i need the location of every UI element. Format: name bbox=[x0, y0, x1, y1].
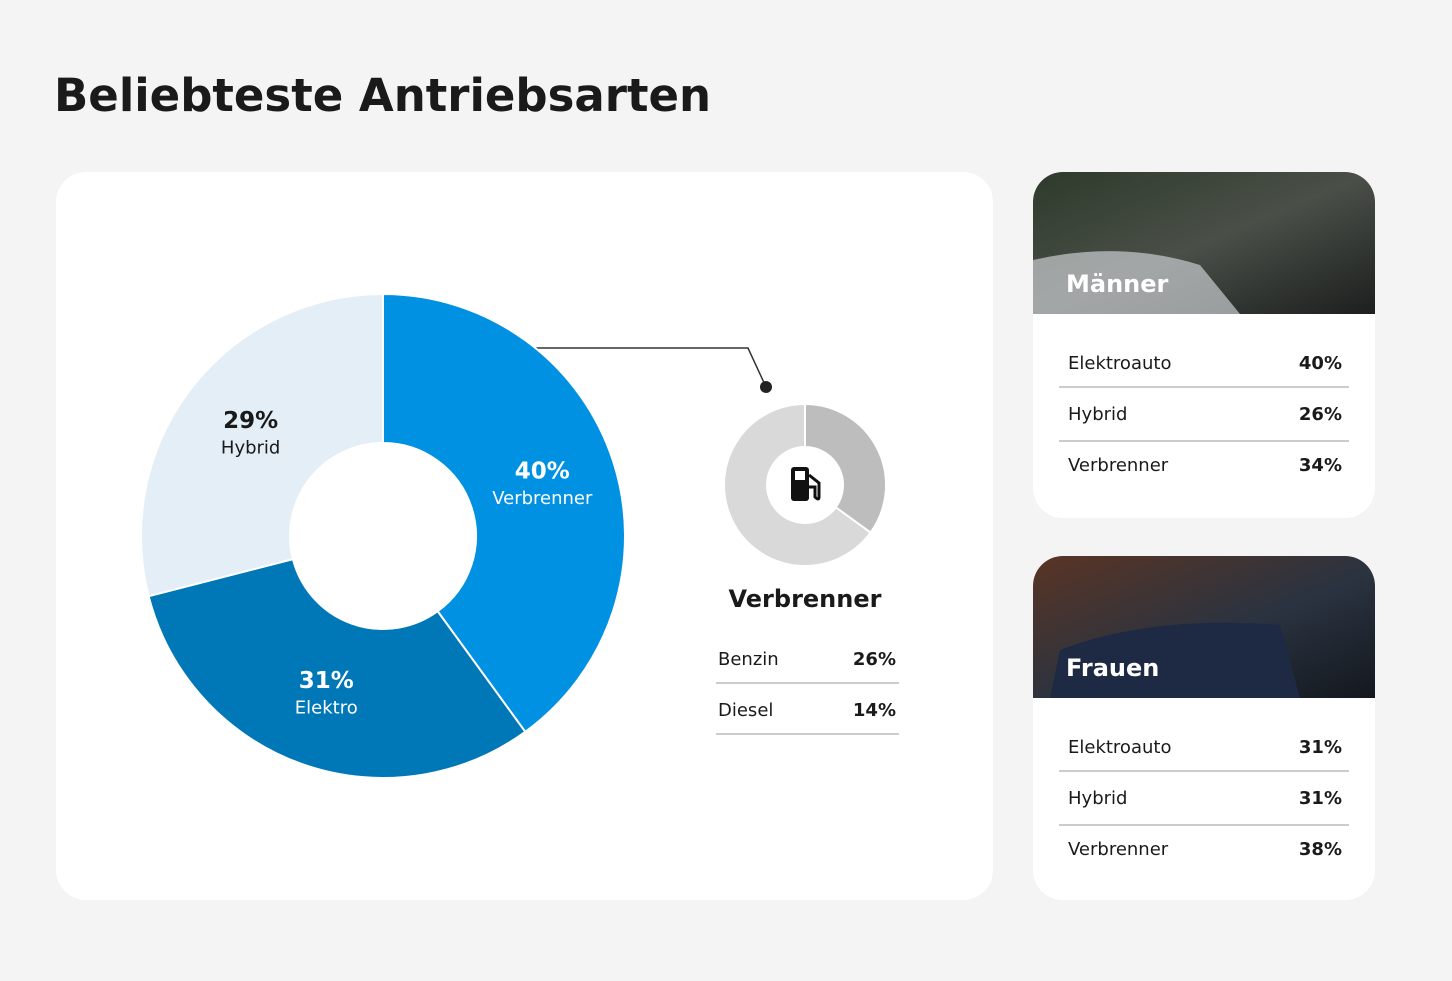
row-value: 31% bbox=[1299, 788, 1342, 809]
slice-category-label: Hybrid bbox=[221, 437, 280, 458]
fuel-icon bbox=[795, 471, 805, 480]
row-label: Elektroauto bbox=[1068, 353, 1171, 374]
table-label: Benzin bbox=[718, 649, 779, 670]
donut-slice bbox=[140, 292, 384, 598]
donut-slice bbox=[147, 557, 527, 779]
slice-category-label: Elektro bbox=[295, 698, 358, 719]
panel-title: Frauen bbox=[1066, 654, 1159, 682]
slice-value-label: 31% bbox=[299, 668, 354, 694]
slice-value-label: 40% bbox=[515, 459, 570, 485]
slice-category-label: Verbrenner bbox=[492, 488, 593, 509]
table-value: 26% bbox=[853, 649, 896, 670]
callout-dot bbox=[760, 381, 772, 393]
row-value: 34% bbox=[1299, 455, 1342, 476]
page-title: Beliebteste Antriebsarten bbox=[54, 69, 711, 122]
panel-title: Männer bbox=[1066, 270, 1169, 298]
table-label: Diesel bbox=[718, 700, 773, 721]
women-card bbox=[1033, 556, 1375, 900]
row-label: Verbrenner bbox=[1068, 839, 1169, 860]
photo-car bbox=[1033, 251, 1240, 314]
callout-line bbox=[451, 347, 767, 388]
row-value: 26% bbox=[1299, 404, 1342, 425]
donut-slice bbox=[382, 292, 626, 734]
men-card bbox=[1033, 172, 1375, 518]
row-value: 40% bbox=[1299, 353, 1342, 374]
row-label: Hybrid bbox=[1068, 404, 1127, 425]
photo-car bbox=[1050, 622, 1300, 698]
slice-value-label: 29% bbox=[223, 408, 278, 434]
row-label: Hybrid bbox=[1068, 788, 1127, 809]
row-value: 38% bbox=[1299, 839, 1342, 860]
row-label: Elektroauto bbox=[1068, 737, 1171, 758]
fuel-icon bbox=[808, 473, 821, 501]
row-value: 31% bbox=[1299, 737, 1342, 758]
sub-chart-title: Verbrenner bbox=[729, 585, 882, 613]
row-label: Verbrenner bbox=[1068, 455, 1169, 476]
table-value: 14% bbox=[853, 700, 896, 721]
